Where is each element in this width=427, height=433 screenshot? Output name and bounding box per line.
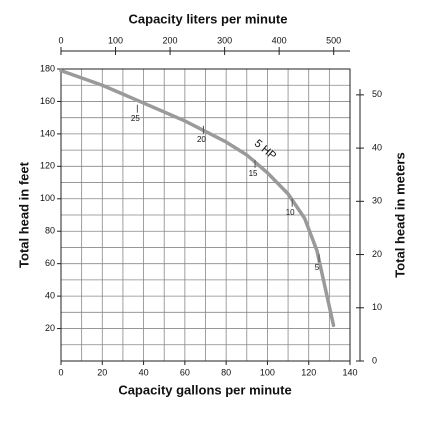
x-tick-label: 80 xyxy=(221,367,231,377)
x-tick-label: 40 xyxy=(139,367,149,377)
y2-tick-label: 40 xyxy=(372,142,382,152)
y-tick-label: 100 xyxy=(40,193,55,203)
y2-tick-label: 50 xyxy=(372,89,382,99)
x2-tick-label: 400 xyxy=(272,35,287,45)
y-tick-label: 20 xyxy=(45,323,55,333)
y2-tick-label: 30 xyxy=(372,196,382,206)
x-tick-label: 0 xyxy=(58,367,63,377)
y-tick-label: 180 xyxy=(40,63,55,73)
x2-tick-label: 500 xyxy=(326,35,341,45)
curve-label: 5 HP xyxy=(252,137,278,162)
x-axis-title: Capacity gallons per minute xyxy=(118,382,291,397)
x-tick-label: 140 xyxy=(342,367,357,377)
marker-label: 25 xyxy=(131,114,140,123)
y2-axis-title: Total head in meters xyxy=(392,152,407,277)
marker-label: 10 xyxy=(286,208,295,217)
x2-tick-label: 100 xyxy=(108,35,123,45)
y-tick-label: 60 xyxy=(45,258,55,268)
y-tick-label: 120 xyxy=(40,161,55,171)
marker-label: 5 xyxy=(315,263,320,272)
x2-tick-label: 0 xyxy=(58,35,63,45)
x-tick-label: 100 xyxy=(260,367,275,377)
x-tick-label: 120 xyxy=(301,367,316,377)
y2-tick-label: 10 xyxy=(372,302,382,312)
marker-label: 15 xyxy=(249,169,258,178)
y-tick-label: 40 xyxy=(45,290,55,300)
marker-label: 20 xyxy=(197,135,206,144)
y2-tick-label: 0 xyxy=(372,355,377,365)
y2-tick-label: 20 xyxy=(372,249,382,259)
y-tick-label: 140 xyxy=(40,128,55,138)
y-tick-label: 160 xyxy=(40,96,55,106)
top-axis-title: Capacity liters per minute xyxy=(129,11,288,26)
x-tick-label: 20 xyxy=(97,367,107,377)
x2-tick-label: 200 xyxy=(163,35,178,45)
x-tick-label: 60 xyxy=(180,367,190,377)
y-tick-label: 80 xyxy=(45,226,55,236)
x2-tick-label: 300 xyxy=(217,35,232,45)
y-axis-title: Total head in feet xyxy=(16,161,31,268)
curve xyxy=(59,68,336,328)
plot-border xyxy=(60,68,351,362)
